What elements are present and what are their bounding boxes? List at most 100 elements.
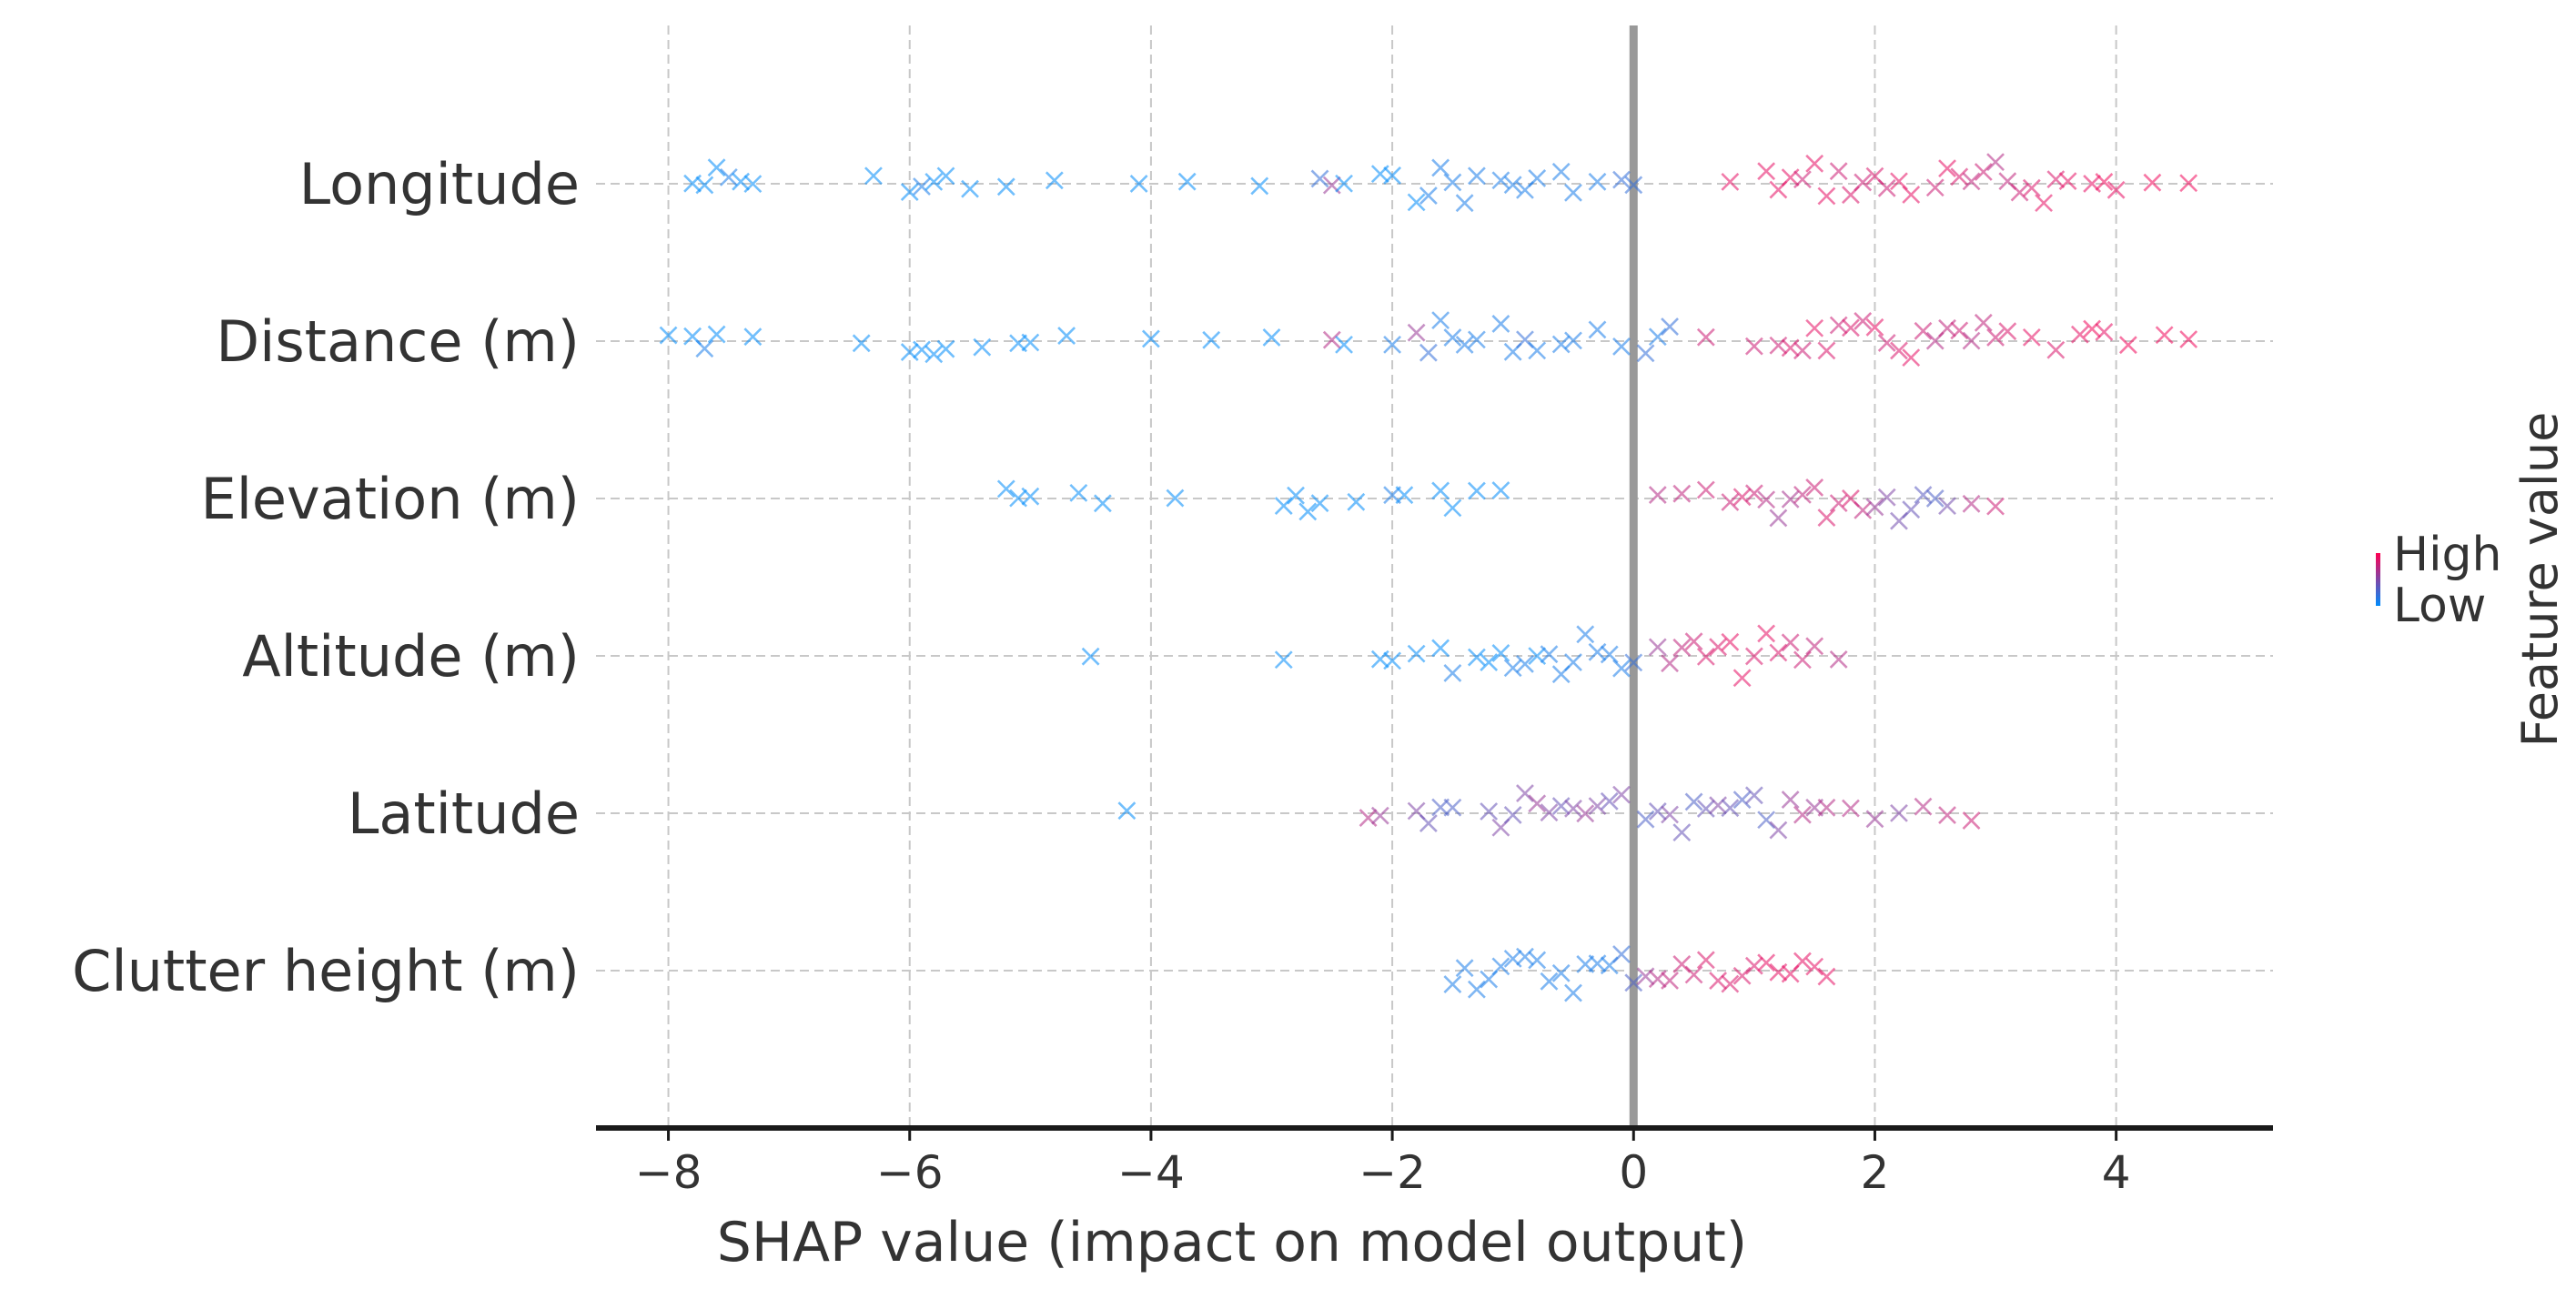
legend-high-label: High — [2393, 528, 2502, 582]
shap-point — [864, 166, 883, 186]
shap-point-stroke — [1177, 172, 1197, 191]
shap-point-stroke — [2095, 173, 2114, 191]
shap-point — [1829, 162, 1848, 181]
shap-point — [1648, 638, 1667, 657]
shap-point — [1093, 494, 1112, 513]
shap-point — [1914, 321, 1933, 340]
shap-point — [1842, 318, 1860, 337]
x-tick-label: −8 — [635, 1146, 702, 1199]
shap-point — [1925, 489, 1945, 508]
shap-point-stroke — [1322, 176, 1341, 195]
shap-point-stroke — [996, 479, 1015, 498]
shap-point — [1528, 951, 1547, 970]
x-tick-label: 4 — [2102, 1146, 2131, 1199]
shap-point — [743, 327, 763, 347]
shap-point-stroke — [1854, 311, 1873, 330]
shap-point-stroke — [1045, 171, 1064, 190]
shap-point-stroke — [1528, 794, 1547, 813]
shap-point — [1443, 798, 1462, 817]
shap-point-stroke — [1322, 330, 1341, 349]
shap-point — [1986, 497, 2005, 516]
shap-point — [1962, 172, 1981, 191]
shap-point — [1431, 481, 1450, 500]
shap-point — [1877, 178, 1896, 197]
shap-point-stroke — [1516, 784, 1534, 803]
shap-point — [996, 479, 1015, 498]
shap-point — [1564, 983, 1582, 1002]
shap-point — [1781, 791, 1800, 809]
shap-point — [1793, 341, 1812, 360]
shap-point-stroke — [1491, 481, 1510, 499]
shap-point — [1551, 335, 1571, 354]
shap-point-stroke — [1503, 659, 1522, 678]
shap-point-stroke — [2083, 319, 2102, 338]
shap-point — [2083, 319, 2102, 338]
shap-point-stroke — [1588, 797, 1607, 816]
shap-point-stroke — [1612, 945, 1631, 963]
shap-point — [1757, 162, 1776, 181]
shap-point-stroke — [1661, 972, 1679, 990]
shap-point — [1177, 172, 1197, 191]
feature-labels: Longitude Distance (m) Elevation (m) Altitu… — [72, 151, 580, 1004]
shap-point — [1854, 500, 1873, 519]
shap-point — [1769, 821, 1788, 840]
shap-point — [1744, 484, 1763, 503]
shap-point — [936, 166, 955, 186]
shap-point-stroke — [1986, 153, 2005, 172]
shap-point-stroke — [1854, 500, 1873, 519]
shap-point-stroke — [1551, 162, 1571, 181]
shap-point — [1721, 632, 1740, 651]
shap-point — [1540, 645, 1559, 664]
shap-point — [1865, 498, 1884, 517]
shap-point — [1480, 653, 1499, 671]
shap-point — [1672, 823, 1692, 842]
shap-point — [1491, 957, 1510, 976]
shap-point — [996, 177, 1015, 196]
shap-point-stroke — [743, 175, 763, 194]
shap-point — [1721, 493, 1740, 511]
shap-point — [1551, 963, 1571, 982]
shap-point — [1612, 170, 1631, 189]
shap-point — [1516, 655, 1534, 673]
shap-point — [1551, 162, 1571, 181]
shap-point — [852, 334, 871, 353]
shap-point-stroke — [1890, 341, 1908, 360]
shap-point-stroke — [1274, 497, 1293, 515]
shap-point-stroke — [1093, 494, 1112, 513]
points-layer — [659, 153, 2198, 1002]
shap-point-stroke — [1166, 488, 1185, 508]
shap-point — [659, 326, 678, 345]
legend-title: Feature value — [2511, 412, 2569, 748]
shap-point-stroke — [1443, 663, 1462, 682]
shap-point — [1335, 174, 1353, 193]
shap-point — [1817, 967, 1836, 986]
shap-point-stroke — [1721, 974, 1740, 993]
shap-point-stroke — [1974, 313, 1993, 332]
shap-point-stroke — [1817, 186, 1836, 206]
shap-point — [1081, 647, 1100, 666]
shap-point — [1564, 331, 1582, 350]
shap-point-stroke — [1721, 172, 1740, 191]
shap-point-stroke — [1962, 494, 1981, 513]
shap-point — [1588, 320, 1607, 339]
shap-point — [1503, 805, 1522, 824]
shap-point-stroke — [961, 179, 979, 198]
shap-point — [1877, 488, 1896, 507]
shap-point — [1274, 497, 1293, 515]
shap-point — [1877, 334, 1896, 352]
shap-point — [1661, 805, 1679, 824]
shap-point-stroke — [1383, 335, 1402, 354]
shap-point-stroke — [1443, 798, 1462, 817]
shap-point — [1310, 494, 1329, 513]
shap-point-stroke — [852, 334, 871, 353]
shap-point-stroke — [1455, 194, 1474, 213]
shap-point — [1600, 791, 1619, 811]
shap-point-stroke — [1914, 486, 1933, 505]
shap-point-stroke — [1491, 644, 1510, 662]
shap-point-stroke — [1744, 786, 1763, 805]
shap-point-stroke — [1383, 166, 1402, 185]
shap-point — [2095, 323, 2114, 341]
feature-label: Distance (m) — [216, 308, 580, 375]
shap-point — [1781, 489, 1800, 509]
shap-point — [1672, 484, 1692, 503]
